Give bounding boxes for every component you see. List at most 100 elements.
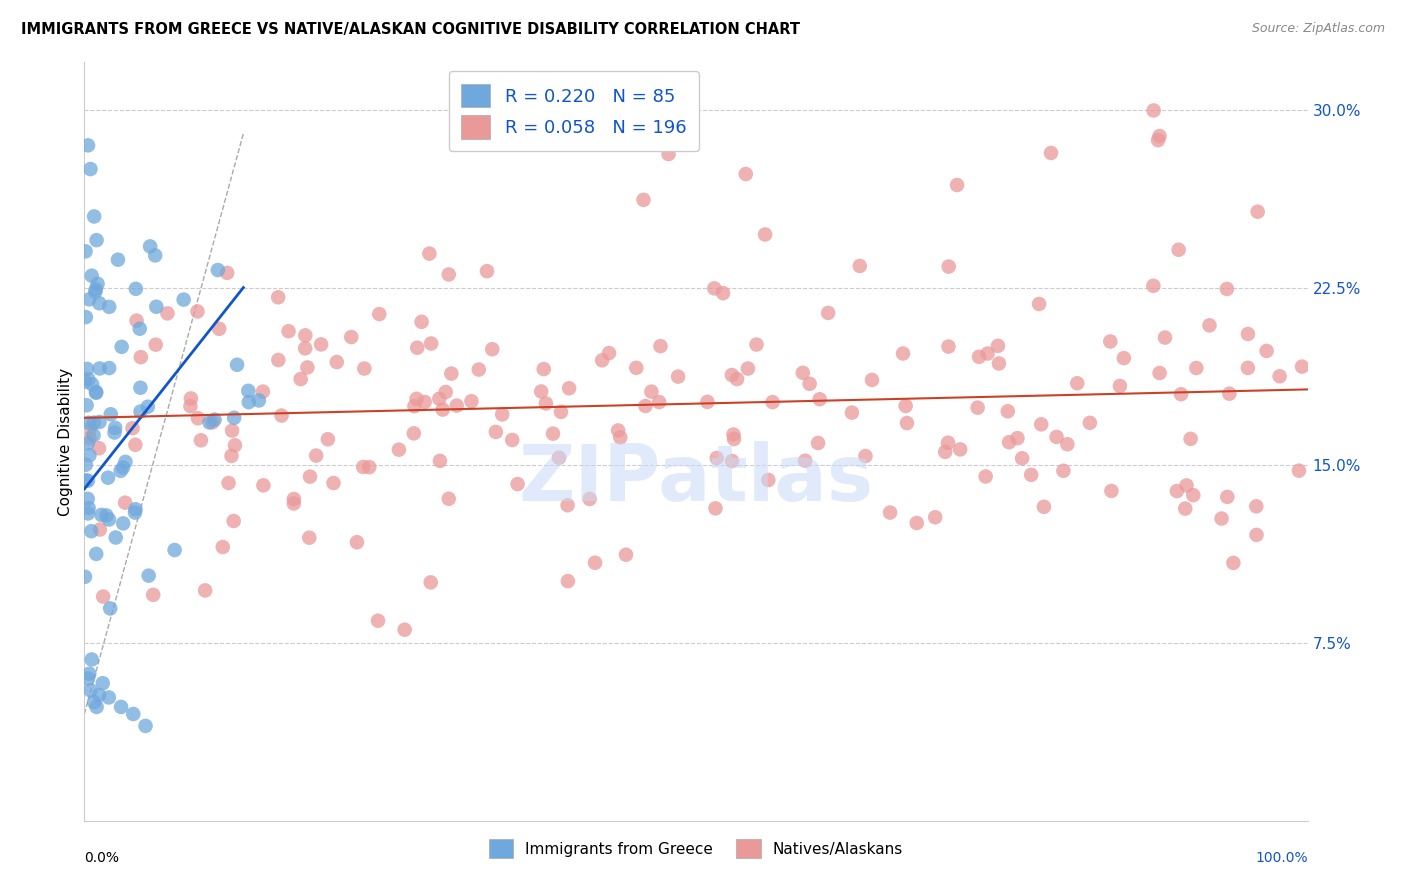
Point [704, 501, 727, 516]
Point [418, 246, 440, 260]
Point [352, 459, 374, 474]
Point [583, 556, 606, 570]
Point [252, 384, 274, 399]
Point [267, 290, 290, 304]
Point [721, 368, 744, 382]
Point [557, 574, 579, 588]
Point [247, 393, 270, 408]
Point [1246, 528, 1268, 542]
Point [1166, 484, 1188, 499]
Point [1216, 490, 1239, 504]
Point [550, 405, 572, 419]
Point [1268, 369, 1291, 384]
Point [437, 268, 460, 282]
Point [402, 426, 425, 441]
Point [112, 516, 135, 531]
Point [1028, 297, 1050, 311]
Point [187, 411, 209, 425]
Point [83, 695, 105, 709]
Point [75, 244, 97, 259]
Point [1099, 483, 1122, 498]
Point [84, 385, 107, 400]
Point [84, 547, 107, 561]
Point [83, 210, 105, 224]
Point [173, 293, 195, 307]
Point [1216, 282, 1239, 296]
Point [987, 339, 1010, 353]
Point [997, 404, 1019, 418]
Point [86, 699, 108, 714]
Point [309, 337, 332, 351]
Point [267, 353, 290, 368]
Point [340, 330, 363, 344]
Point [1218, 386, 1240, 401]
Point [530, 384, 553, 399]
Point [77, 666, 100, 681]
Point [1246, 500, 1268, 514]
Point [1198, 318, 1220, 333]
Point [894, 399, 917, 413]
Point [481, 342, 503, 356]
Point [201, 415, 224, 429]
Point [89, 415, 111, 429]
Point [1174, 501, 1197, 516]
Point [974, 469, 997, 483]
Point [252, 478, 274, 492]
Point [128, 322, 150, 336]
Point [841, 406, 863, 420]
Point [86, 277, 108, 291]
Point [226, 358, 249, 372]
Point [411, 315, 433, 329]
Point [142, 588, 165, 602]
Point [723, 432, 745, 446]
Point [224, 410, 246, 425]
Point [73, 570, 96, 584]
Point [737, 361, 759, 376]
Point [657, 147, 679, 161]
Point [145, 337, 167, 351]
Point [139, 239, 162, 253]
Point [640, 384, 662, 399]
Point [794, 453, 817, 467]
Point [1175, 478, 1198, 492]
Point [966, 401, 988, 415]
Point [725, 372, 748, 386]
Point [1167, 243, 1189, 257]
Point [429, 454, 451, 468]
Point [84, 285, 107, 299]
Point [84, 384, 107, 399]
Point [1031, 417, 1053, 432]
Point [626, 360, 648, 375]
Point [90, 508, 112, 522]
Point [711, 286, 734, 301]
Point [111, 340, 134, 354]
Point [84, 282, 107, 296]
Point [1142, 103, 1164, 118]
Point [77, 507, 100, 521]
Point [97, 471, 120, 485]
Point [924, 510, 946, 524]
Point [87, 688, 110, 702]
Point [485, 425, 508, 439]
Point [405, 392, 427, 406]
Point [98, 601, 121, 615]
Point [77, 416, 100, 430]
Point [283, 491, 305, 506]
Point [703, 281, 725, 295]
Point [491, 408, 513, 422]
Point [934, 445, 956, 459]
Point [1099, 334, 1122, 349]
Point [129, 350, 152, 364]
Point [75, 474, 97, 488]
Point [80, 652, 103, 666]
Point [598, 346, 620, 360]
Point [97, 690, 120, 705]
Point [723, 427, 745, 442]
Point [1040, 146, 1063, 161]
Text: 100.0%: 100.0% [1256, 851, 1308, 865]
Point [614, 548, 637, 562]
Point [548, 450, 571, 465]
Point [98, 300, 121, 314]
Point [468, 362, 491, 376]
Text: IMMIGRANTS FROM GREECE VS NATIVE/ALASKAN COGNITIVE DISABILITY CORRELATION CHART: IMMIGRANTS FROM GREECE VS NATIVE/ALASKAN… [21, 22, 800, 37]
